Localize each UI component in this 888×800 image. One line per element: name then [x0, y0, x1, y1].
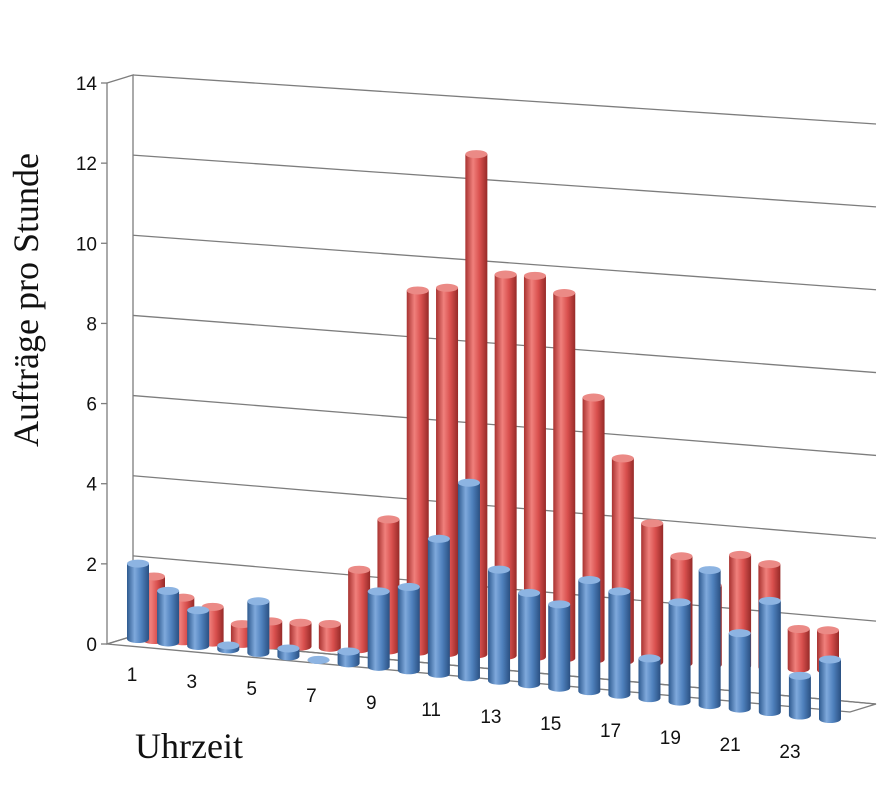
- blue-bar: [488, 565, 511, 685]
- blue-bar: [518, 588, 541, 689]
- y-tick-label: 4: [86, 475, 97, 496]
- blue-bar: [217, 641, 240, 654]
- x-tick-label: 23: [779, 742, 800, 763]
- x-tick-label: 7: [306, 686, 317, 707]
- blue-bar: [668, 598, 691, 706]
- x-tick-label: 5: [246, 679, 257, 700]
- bars: [127, 150, 841, 723]
- y-axis-ticks: 0 2 4 6 8 10 12 14: [76, 74, 107, 656]
- blue-bar: [758, 596, 781, 717]
- blue-bar: [638, 654, 661, 703]
- blue-bar: [819, 655, 841, 723]
- red-bar: [406, 286, 429, 656]
- blue-bar: [788, 671, 811, 720]
- blue-bar: [578, 576, 601, 696]
- y-tick-label: 10: [76, 234, 97, 255]
- red-bar: [523, 271, 546, 661]
- x-tick-label: 17: [600, 721, 621, 742]
- x-tick-label: 15: [540, 714, 561, 735]
- red-bar: [494, 270, 517, 660]
- blue-bar: [608, 587, 631, 699]
- blue-bar: [427, 534, 450, 678]
- blue-bar: [548, 600, 571, 692]
- side-wall: [106, 74, 134, 645]
- blue-bar: [187, 606, 210, 650]
- y-tick-label: 12: [76, 154, 97, 175]
- red-bar: [553, 289, 576, 663]
- x-tick-label: 3: [187, 672, 198, 693]
- x-tick-label: 19: [660, 728, 681, 749]
- x-tick-label: 11: [421, 700, 441, 721]
- red-bar: [348, 565, 371, 654]
- blue-bar: [337, 647, 360, 668]
- blue-bar: [457, 478, 480, 682]
- x-tick-label: 9: [366, 693, 377, 714]
- blue-bar: [157, 586, 180, 647]
- y-tick-label: 0: [86, 635, 97, 656]
- blue-bar: [728, 629, 751, 713]
- gridline: [132, 234, 877, 291]
- x-tick-label: 21: [720, 735, 741, 756]
- x-tick-label: 13: [480, 707, 501, 728]
- y-tick-label: 2: [86, 555, 97, 576]
- blue-bar: [247, 597, 270, 657]
- x-axis-ticks: 1 3 5 7 9 11 13 15 17 19 21 23: [127, 665, 801, 763]
- y-axis-title: Aufträge pro Stunde: [6, 153, 46, 447]
- red-bar: [641, 519, 664, 667]
- blue-bar: [277, 644, 300, 661]
- red-bar: [289, 618, 312, 651]
- gridline: [132, 74, 877, 125]
- blue-bar: [367, 587, 390, 671]
- x-axis-title: Uhrzeit: [135, 726, 243, 766]
- blue-bar: [307, 655, 330, 664]
- blue-bar: [397, 582, 420, 675]
- y-tick-label: 6: [86, 395, 97, 416]
- red-bar: [318, 620, 341, 652]
- x-tick-label: 1: [127, 665, 138, 686]
- y-tick-label: 8: [86, 314, 97, 335]
- gridline: [132, 154, 877, 208]
- red-bar: [787, 624, 810, 673]
- blue-bar: [127, 559, 149, 643]
- blue-bar: [698, 566, 721, 710]
- y-tick-label: 14: [76, 74, 98, 95]
